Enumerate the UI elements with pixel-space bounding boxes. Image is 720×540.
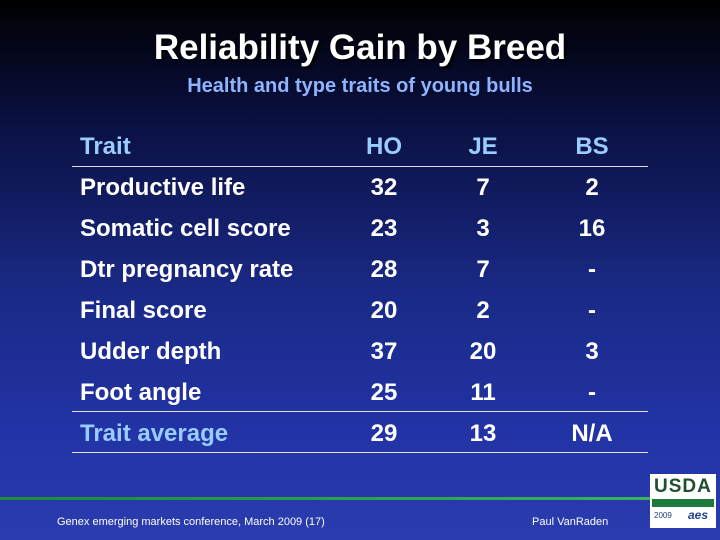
ho-value: 28 [370, 256, 398, 283]
table-row: Somatic cell score 23 3 16 [72, 210, 648, 251]
ho-value: 32 [370, 174, 398, 201]
je-value: 20 [469, 338, 497, 365]
je-value: 7 [476, 174, 490, 201]
usda-logo-text: USDA [654, 476, 712, 497]
footer-divider [0, 497, 650, 500]
trait-name: Udder depth [80, 338, 222, 365]
ho-value: 37 [370, 338, 398, 365]
header-divider [72, 166, 648, 167]
table-row: Dtr pregnancy rate 28 7 - [72, 251, 648, 292]
trait-name: Somatic cell score [80, 215, 291, 242]
je-value: 11 [470, 379, 496, 406]
header-je: JE [468, 133, 498, 160]
average-label: Trait average [80, 420, 229, 447]
trait-name: Productive life [80, 174, 246, 201]
usda-logo-stripe [652, 499, 714, 507]
bs-value: 2 [585, 174, 599, 201]
bs-value: - [588, 297, 596, 324]
reliability-table: Trait HO JE BS Productive life 32 7 2 So… [72, 128, 648, 456]
header-bs: BS [575, 133, 609, 160]
table-average-row: Trait average 29 13 N/A [72, 415, 648, 456]
je-average: 13 [469, 420, 497, 447]
ho-value: 23 [370, 215, 398, 242]
table-row: Foot angle 25 11 - [72, 374, 648, 415]
bs-average: N/A [571, 420, 613, 447]
table-header-row: Trait HO JE BS [72, 128, 648, 169]
table-row: Udder depth 37 20 3 [72, 333, 648, 374]
header-ho: HO [366, 133, 402, 160]
trait-name: Foot angle [80, 379, 202, 406]
ho-value: 20 [370, 297, 398, 324]
usda-logo: USDA 2009 aes [650, 474, 716, 528]
je-value: 3 [476, 215, 490, 242]
table-row: Final score 20 2 - [72, 292, 648, 333]
bs-value: 3 [585, 338, 599, 365]
ho-value: 25 [370, 379, 398, 406]
ho-average: 29 [370, 420, 398, 447]
bs-value: 16 [578, 215, 606, 242]
aipl-logo-mark: aes [688, 508, 709, 522]
slide-subtitle: Health and type traits of young bulls [187, 75, 533, 97]
bs-value: - [588, 379, 596, 406]
header-trait: Trait [80, 133, 131, 160]
slide-title: Reliability Gain by Breed [153, 28, 567, 67]
logo-year: 2009 [654, 511, 672, 520]
bs-value: - [588, 256, 596, 283]
je-value: 7 [476, 256, 490, 283]
footer-conference: Genex emerging markets conference, March… [57, 516, 325, 528]
table-bottom-rule [72, 452, 648, 453]
footer-author: Paul VanRaden [532, 516, 609, 528]
average-divider [72, 411, 648, 412]
trait-name: Final score [80, 297, 207, 324]
trait-name: Dtr pregnancy rate [80, 256, 294, 283]
je-value: 2 [476, 297, 490, 324]
table-row: Productive life 32 7 2 [72, 169, 648, 210]
